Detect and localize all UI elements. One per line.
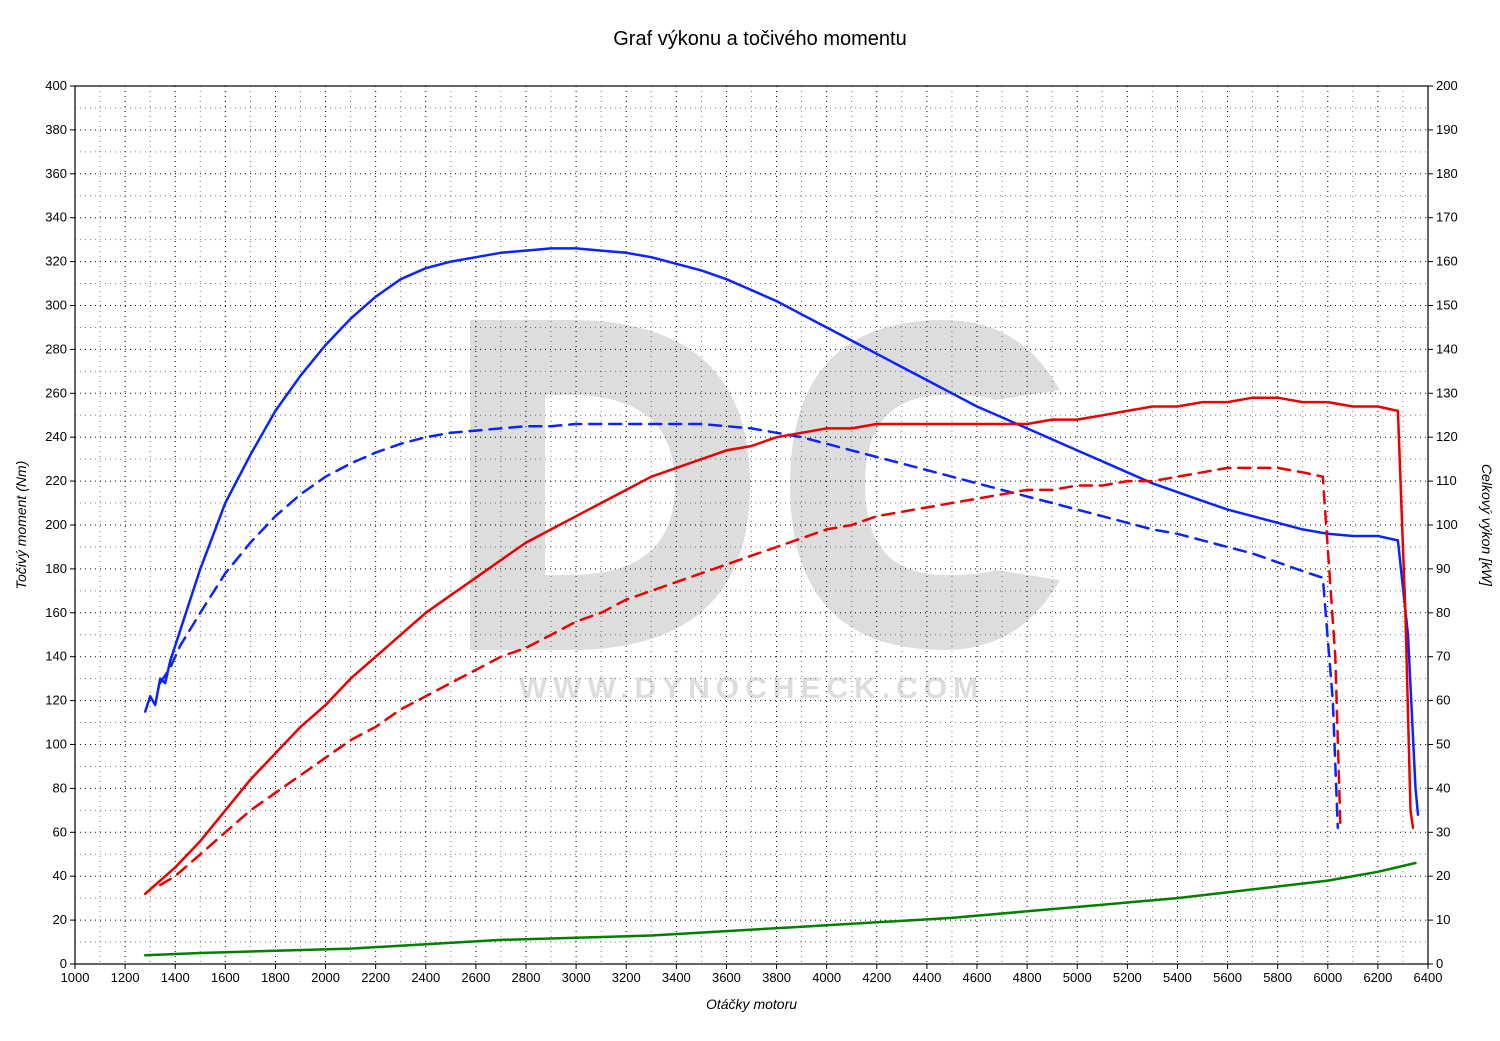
svg-text:40: 40	[53, 868, 67, 883]
svg-text:3200: 3200	[612, 970, 641, 985]
svg-text:6000: 6000	[1313, 970, 1342, 985]
svg-text:3400: 3400	[662, 970, 691, 985]
svg-text:340: 340	[45, 210, 67, 225]
svg-text:90: 90	[1436, 561, 1450, 576]
svg-text:100: 100	[1436, 517, 1458, 532]
svg-text:3800: 3800	[762, 970, 791, 985]
svg-text:180: 180	[1436, 166, 1458, 181]
svg-text:400: 400	[45, 78, 67, 93]
svg-text:20: 20	[53, 912, 67, 927]
svg-text:220: 220	[45, 473, 67, 488]
svg-text:1200: 1200	[111, 970, 140, 985]
svg-text:3000: 3000	[562, 970, 591, 985]
svg-text:5400: 5400	[1163, 970, 1192, 985]
svg-text:60: 60	[1436, 693, 1450, 708]
svg-text:140: 140	[1436, 341, 1458, 356]
svg-text:80: 80	[53, 780, 67, 795]
svg-text:130: 130	[1436, 385, 1458, 400]
svg-text:5200: 5200	[1113, 970, 1142, 985]
svg-text:4800: 4800	[1013, 970, 1042, 985]
svg-text:180: 180	[45, 561, 67, 576]
svg-text:10: 10	[1436, 912, 1450, 927]
y-right-axis-label: Celkový výkon [kW]	[1479, 464, 1495, 587]
svg-text:2000: 2000	[311, 970, 340, 985]
y-left-axis-label: Točivý moment (Nm)	[13, 461, 29, 590]
svg-text:110: 110	[1436, 473, 1457, 488]
svg-text:5600: 5600	[1213, 970, 1242, 985]
chart-title: Graf výkonu a točivého momentu	[613, 28, 906, 50]
svg-text:6400: 6400	[1414, 970, 1443, 985]
svg-text:120: 120	[1436, 429, 1458, 444]
svg-text:240: 240	[45, 429, 67, 444]
svg-text:150: 150	[1436, 298, 1458, 313]
svg-text:200: 200	[45, 517, 67, 532]
svg-text:4400: 4400	[912, 970, 941, 985]
svg-text:30: 30	[1436, 824, 1450, 839]
svg-text:1000: 1000	[61, 970, 90, 985]
svg-text:4600: 4600	[963, 970, 992, 985]
dyno-chart: WWW.DYNOCHECK.COM10001200140016001800200…	[0, 0, 1500, 1041]
x-axis-label: Otáčky motoru	[706, 996, 797, 1012]
svg-text:70: 70	[1436, 649, 1450, 664]
svg-text:260: 260	[45, 385, 67, 400]
svg-text:200: 200	[1436, 78, 1458, 93]
svg-text:2200: 2200	[361, 970, 390, 985]
svg-text:1800: 1800	[261, 970, 290, 985]
svg-text:40: 40	[1436, 780, 1450, 795]
svg-text:5000: 5000	[1063, 970, 1092, 985]
svg-text:4200: 4200	[862, 970, 891, 985]
svg-text:50: 50	[1436, 737, 1450, 752]
svg-text:3600: 3600	[712, 970, 741, 985]
svg-text:0: 0	[1436, 956, 1443, 971]
chart-svg: WWW.DYNOCHECK.COM10001200140016001800200…	[0, 0, 1500, 1041]
svg-text:1600: 1600	[211, 970, 240, 985]
svg-text:300: 300	[45, 298, 67, 313]
svg-text:190: 190	[1436, 122, 1458, 137]
svg-text:6200: 6200	[1363, 970, 1392, 985]
svg-text:160: 160	[45, 605, 67, 620]
svg-text:0: 0	[60, 956, 67, 971]
svg-text:20: 20	[1436, 868, 1450, 883]
svg-text:360: 360	[45, 166, 67, 181]
svg-text:320: 320	[45, 254, 67, 269]
svg-text:5800: 5800	[1263, 970, 1292, 985]
svg-text:2400: 2400	[411, 970, 440, 985]
svg-text:280: 280	[45, 341, 67, 356]
svg-text:60: 60	[53, 824, 67, 839]
svg-text:2800: 2800	[512, 970, 541, 985]
svg-text:100: 100	[45, 737, 67, 752]
svg-text:170: 170	[1436, 210, 1458, 225]
svg-text:140: 140	[45, 649, 67, 664]
svg-text:2600: 2600	[461, 970, 490, 985]
svg-text:160: 160	[1436, 254, 1458, 269]
svg-text:80: 80	[1436, 605, 1450, 620]
svg-text:120: 120	[45, 693, 67, 708]
svg-text:4000: 4000	[812, 970, 841, 985]
svg-text:1400: 1400	[161, 970, 190, 985]
svg-text:380: 380	[45, 122, 67, 137]
